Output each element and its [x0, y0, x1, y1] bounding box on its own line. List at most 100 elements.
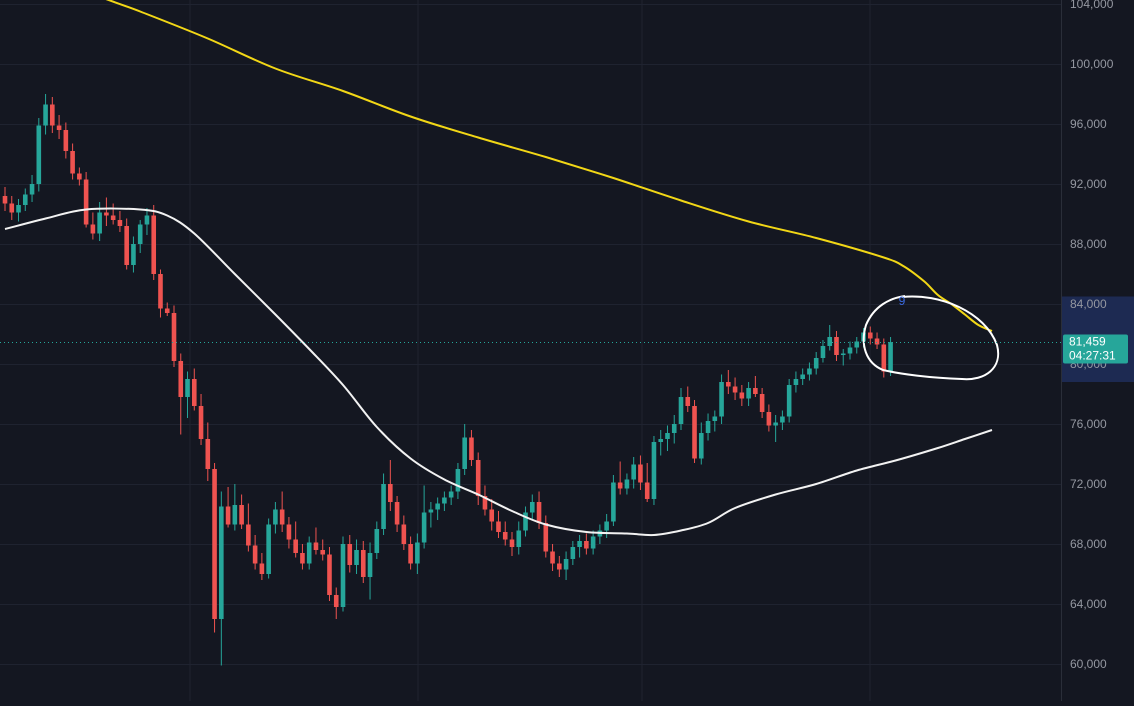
candle-body — [29, 184, 35, 195]
candle — [820, 340, 826, 363]
candle-body — [225, 506, 231, 525]
candle — [252, 535, 258, 570]
candle — [746, 382, 751, 406]
candle-body — [807, 368, 812, 375]
candle-body — [191, 379, 197, 406]
candle-body — [529, 502, 535, 513]
highlight-ellipse[interactable] — [862, 295, 1000, 381]
candle — [77, 167, 82, 186]
candle-body — [232, 505, 238, 525]
candle — [293, 521, 298, 558]
candle — [840, 349, 846, 366]
candle-body — [327, 554, 332, 595]
candle-body — [712, 416, 718, 421]
candle — [212, 463, 217, 633]
candle — [171, 305, 177, 367]
vertical-grid — [189, 0, 871, 701]
candle-body — [759, 394, 765, 412]
candle-body — [56, 125, 62, 130]
candle-body — [502, 532, 508, 540]
candle-body — [266, 524, 271, 574]
candle-body — [360, 550, 366, 577]
candle — [807, 362, 812, 381]
candle — [678, 388, 684, 430]
candle — [739, 385, 745, 406]
candle-body — [557, 563, 562, 570]
candle — [137, 220, 143, 253]
candle — [543, 515, 549, 558]
candle-body — [584, 541, 589, 549]
candle — [401, 515, 407, 550]
candle — [469, 430, 474, 466]
candle — [131, 236, 136, 273]
candle — [388, 460, 393, 511]
candle — [462, 424, 467, 475]
candle — [340, 536, 346, 612]
candle — [144, 208, 150, 235]
candle-body — [205, 439, 211, 469]
candle-body — [732, 386, 738, 393]
candle — [408, 536, 413, 570]
candle-body — [158, 274, 163, 309]
candle-body — [739, 392, 745, 399]
candle-body — [104, 212, 109, 216]
candle — [502, 521, 508, 546]
candle — [726, 370, 731, 394]
candle — [367, 542, 373, 600]
candle-body — [867, 332, 873, 339]
candle-body — [367, 553, 373, 577]
candle — [16, 199, 21, 222]
candle — [475, 452, 481, 505]
candle-body — [415, 542, 420, 564]
candle — [191, 368, 197, 411]
candle — [624, 473, 630, 495]
candle — [300, 544, 305, 570]
candle — [705, 413, 711, 441]
moving-average-slow-line — [105, 0, 993, 332]
candle-body — [428, 509, 434, 513]
candle-body — [97, 212, 102, 234]
candle — [665, 425, 670, 451]
candle — [584, 533, 589, 555]
candle — [164, 302, 170, 316]
candle-body — [333, 595, 339, 607]
candle-body — [110, 215, 116, 220]
candle-body — [847, 347, 853, 354]
candle-body — [570, 547, 576, 559]
horizontal-grid — [0, 4, 1061, 665]
candle — [50, 97, 55, 133]
candle-body — [631, 464, 636, 480]
candle-body — [658, 439, 664, 442]
candle-body — [753, 388, 758, 394]
candle — [854, 337, 860, 354]
candle-body — [164, 308, 170, 313]
drawing-layer[interactable]: 9 — [862, 294, 1000, 381]
candle — [442, 491, 447, 511]
candle-body — [198, 406, 204, 439]
price-tick-label: 88,000 — [1070, 237, 1107, 251]
price-tick-label: 64,000 — [1070, 597, 1107, 611]
candle — [658, 430, 664, 456]
candle — [205, 422, 211, 481]
candle-body — [726, 382, 731, 387]
candle-body — [300, 553, 305, 564]
candle-body — [780, 416, 785, 423]
candle — [732, 377, 738, 400]
candle-body — [482, 496, 488, 510]
candle — [435, 497, 440, 520]
candle — [63, 122, 69, 159]
candle — [813, 352, 819, 375]
candle-body — [117, 220, 123, 226]
candle — [753, 376, 758, 397]
candle-body — [171, 313, 177, 361]
candle — [489, 499, 495, 531]
candle — [347, 535, 353, 573]
candle-body — [273, 509, 278, 525]
candle — [327, 547, 332, 601]
candle-body — [685, 397, 691, 406]
price-tick-label: 76,000 — [1070, 417, 1107, 431]
candle — [719, 374, 724, 424]
